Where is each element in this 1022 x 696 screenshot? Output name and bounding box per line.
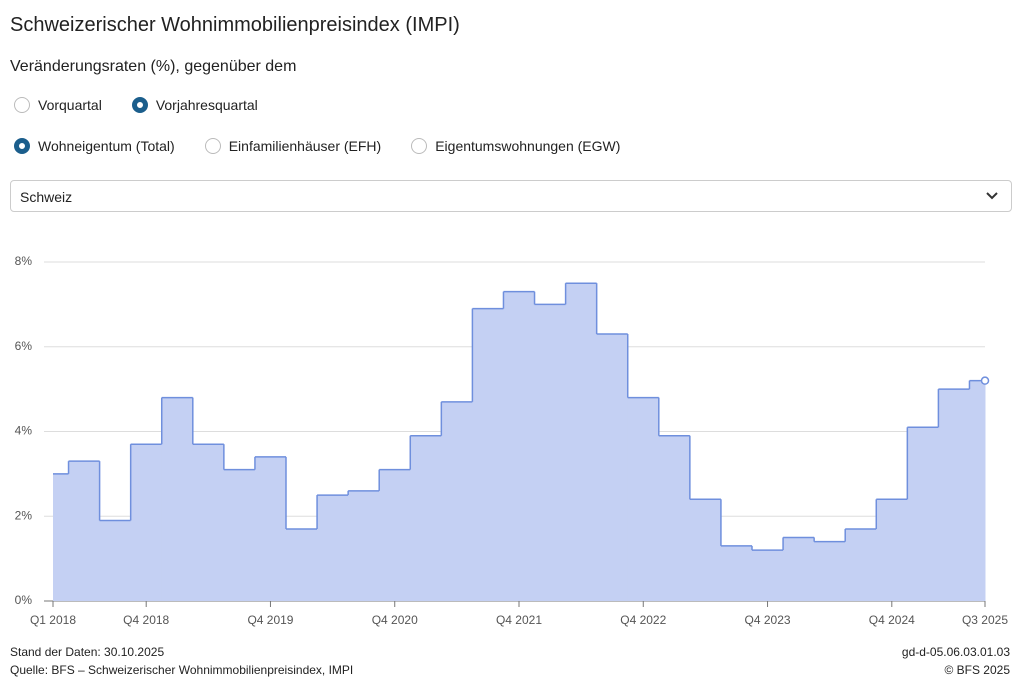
radio-group: Vorquartal Vorjahresquartal <box>14 97 288 113</box>
radio-button[interactable] <box>14 97 30 113</box>
radio-label: Wohneigentum (Total) <box>38 138 175 154</box>
area-step <box>658 435 691 601</box>
area-step <box>938 389 970 601</box>
area-step <box>223 469 256 601</box>
x-tick-label: Q4 2018 <box>123 613 169 627</box>
area-step <box>845 528 877 601</box>
radio-button[interactable] <box>411 138 428 154</box>
area-step <box>472 308 504 601</box>
area-step <box>720 545 753 601</box>
radio-option[interactable]: Eigentumswohnungen (EGW) <box>411 138 620 154</box>
radio-button[interactable] <box>204 138 221 154</box>
area-step <box>907 427 939 601</box>
last-point <box>980 376 990 385</box>
radio-option[interactable]: Wohneigentum (Total) <box>14 138 175 154</box>
y-tick-label: 0% <box>15 593 33 607</box>
footer-date: Stand der Daten: 30.10.2025 <box>10 645 165 659</box>
radio-option[interactable]: Vorjahresquartal <box>131 97 258 113</box>
x-tick-label: Q1 2018 <box>30 613 76 627</box>
footer-code: gd-d-05.06.03.01.03 <box>901 645 1010 659</box>
x-tick-label: Q3 2025 <box>962 613 1008 627</box>
area-step <box>161 397 194 601</box>
area-step <box>503 291 536 601</box>
area-step <box>441 401 473 601</box>
subtitle: Veränderungsraten (%), gegenüber dem <box>10 58 297 75</box>
radio-label: Vorjahresquartal <box>155 97 258 113</box>
x-tick-label: Q4 2023 <box>745 613 791 627</box>
y-tick-label: 2% <box>15 508 33 522</box>
x-tick-label: Q4 2019 <box>247 613 293 627</box>
radio-button[interactable] <box>14 138 30 154</box>
area-step <box>53 473 70 601</box>
area-step <box>254 456 287 601</box>
area-step <box>565 283 598 601</box>
area-step <box>689 499 722 601</box>
area-step <box>752 550 784 601</box>
x-tick-label: Q4 2022 <box>620 613 666 627</box>
area-step <box>317 495 349 601</box>
radio-group: Wohneigentum (Total) Einfamilienhäuser (E… <box>14 138 650 154</box>
area-step <box>379 469 411 601</box>
area-step <box>596 334 629 601</box>
title: Schweizerischer Wohnimmobilienpreisindex… <box>10 14 460 36</box>
x-tick-label: Q4 2024 <box>869 613 915 627</box>
x-tick-label: Q4 2020 <box>372 613 418 627</box>
area-step <box>192 444 225 601</box>
area-step <box>130 444 163 601</box>
dropdown-value: Schweiz <box>20 189 73 205</box>
area-step <box>99 520 132 601</box>
chevron <box>986 192 998 200</box>
radio-label: Eigentumswohnungen (EGW) <box>435 138 621 154</box>
area-step <box>410 435 442 601</box>
area-step <box>534 304 567 601</box>
area-step <box>783 537 815 601</box>
footer-copyright: © BFS 2025 <box>944 663 1010 677</box>
area-step <box>348 490 380 601</box>
y-tick-label: 8% <box>15 254 33 268</box>
radio-option[interactable]: Vorquartal <box>14 97 102 113</box>
radio-button[interactable] <box>131 97 148 113</box>
radio-option[interactable]: Einfamilienhäuser (EFH) <box>204 138 382 154</box>
x-tick-label: Q4 2021 <box>496 613 542 627</box>
radio-label: Vorquartal <box>38 97 102 113</box>
area-step <box>876 499 908 601</box>
area-step <box>814 541 846 601</box>
footer-source: Quelle: BFS – Schweizerischer Wohnimmobi… <box>10 663 354 677</box>
chart: 0% 2% 4% 6% 8% Q1 2018 Q4 2018 Q4 2019 Q4 2020 Q4… <box>15 254 1009 627</box>
y-tick-label: 4% <box>15 424 33 438</box>
area-step <box>286 528 318 601</box>
y-tick-label: 6% <box>15 339 33 353</box>
area-step <box>627 397 660 601</box>
area-step <box>68 461 101 601</box>
radio-label: Einfamilienhäuser (EFH) <box>228 138 382 154</box>
dropdown[interactable]: Schweiz <box>10 180 1012 212</box>
area-step <box>969 380 986 601</box>
